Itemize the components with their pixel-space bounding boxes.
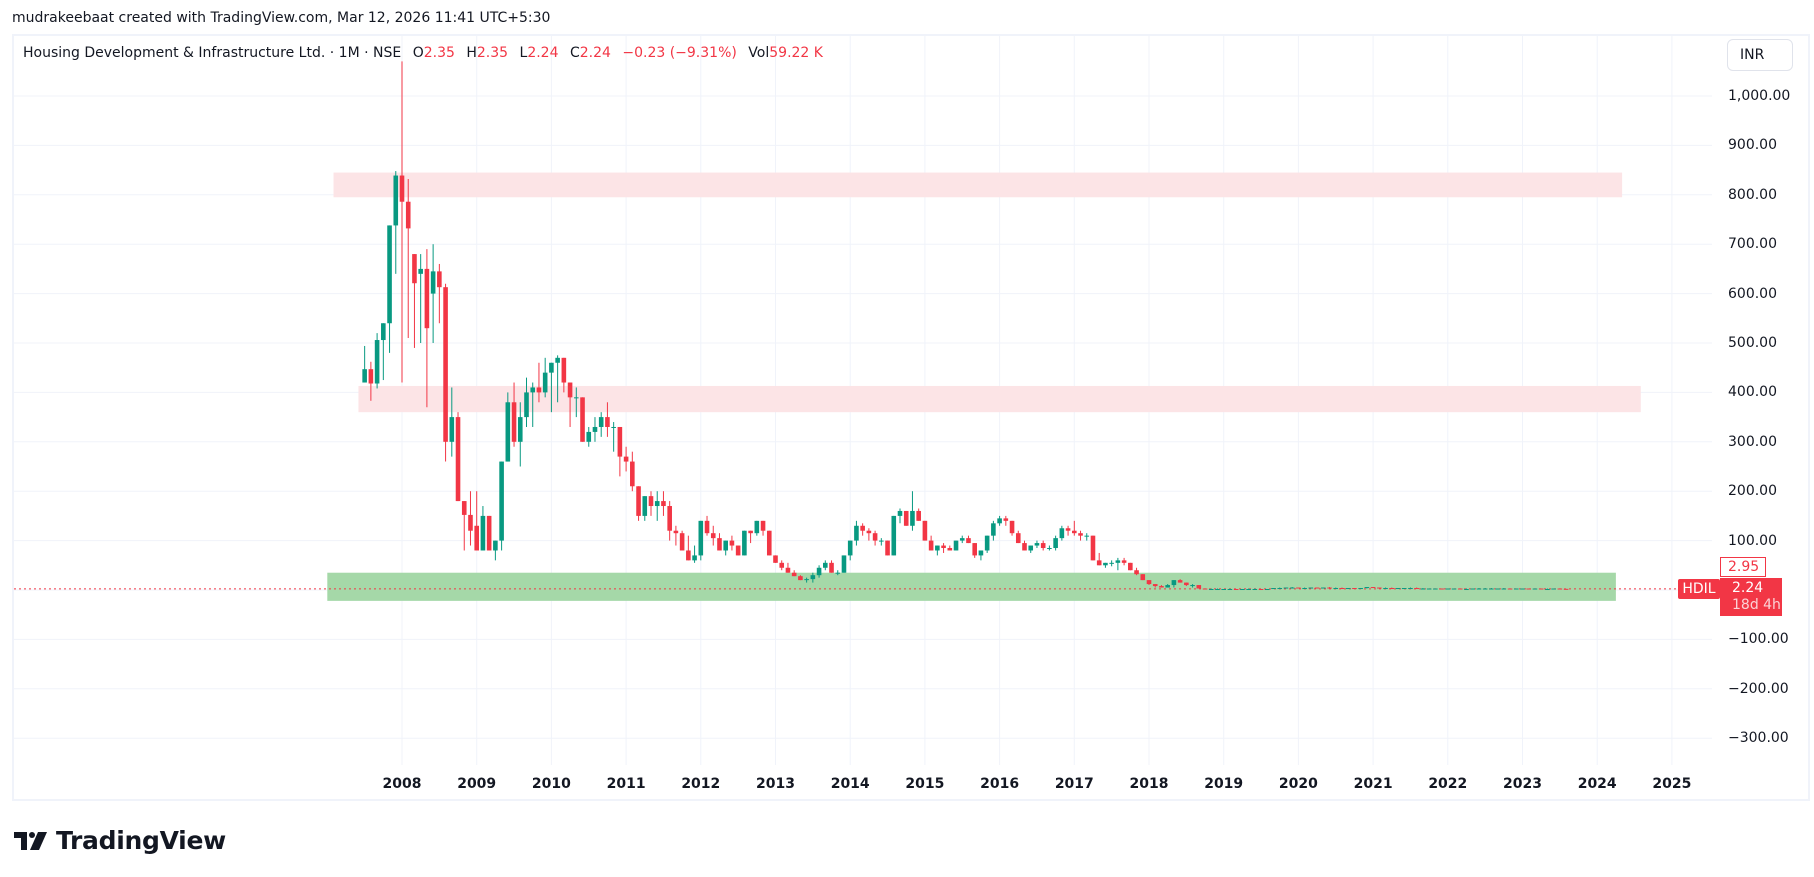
high-label: H	[466, 45, 477, 61]
prev-close-tag: 2.95	[1720, 557, 1766, 577]
price-axis-label: 200.00	[1728, 483, 1777, 500]
resistance-upper-zone[interactable]	[333, 172, 1623, 198]
symbol-name[interactable]: Housing Development & Infrastructure Ltd…	[23, 45, 326, 61]
price-axis-label: 1,000.00	[1728, 88, 1791, 104]
currency-button[interactable]: INR	[1727, 39, 1793, 71]
time-axis-label: 2011	[606, 776, 646, 792]
close-value: 2.24	[579, 45, 611, 61]
exchange: NSE	[373, 45, 402, 61]
high-value: 2.35	[476, 45, 509, 61]
support-zone[interactable]	[327, 572, 1616, 601]
chart-frame	[12, 34, 1810, 801]
change-value: −0.23 (−9.31%)	[622, 45, 737, 61]
time-axis-label: 2025	[1652, 776, 1692, 792]
price-axis-label: 500.00	[1728, 335, 1777, 351]
price-axis-label: 100.00	[1728, 532, 1777, 549]
price-axis-label: 400.00	[1728, 384, 1777, 401]
logo-text: TradingView	[56, 826, 226, 855]
price-axis-label: −200.00	[1728, 680, 1789, 697]
price-axis-label: 600.00	[1728, 285, 1777, 302]
time-axis-label: 2013	[756, 776, 795, 792]
time-axis-label: 2021	[1353, 776, 1393, 792]
attribution-text: mudrakeebaat created with TradingView.co…	[12, 10, 551, 26]
time-axis-label: 2017	[1054, 776, 1094, 792]
bar-countdown: 18d 4h	[1732, 597, 1781, 613]
close-label: C	[569, 45, 580, 61]
time-axis-label: 2018	[1129, 776, 1169, 792]
tradingview-logo[interactable]: TradingView	[14, 826, 226, 855]
time-axis-label: 2020	[1278, 776, 1318, 792]
resistance-lower-zone[interactable]	[358, 385, 1641, 413]
time-axis-label: 2016	[980, 776, 1020, 792]
price-axis-label: 300.00	[1728, 433, 1777, 450]
time-axis-label: 2010	[531, 776, 571, 792]
time-axis-label: 2008	[382, 776, 422, 792]
time-axis-label: 2015	[905, 776, 945, 792]
price-axis-label: −300.00	[1728, 730, 1789, 747]
time-axis-label: 2009	[457, 776, 497, 792]
last-price-tag: 2.24 18d 4h	[1720, 578, 1782, 616]
low-label: L	[519, 45, 528, 61]
price-axis-label: 900.00	[1728, 137, 1777, 154]
volume-value: 59.22 K	[769, 45, 823, 61]
price-axis-label: −100.00	[1728, 631, 1789, 648]
volume-label: Vol	[748, 45, 770, 61]
time-axis-label: 2022	[1428, 776, 1468, 792]
open-value: 2.35	[423, 45, 455, 61]
ticker-price-tag: HDIL	[1678, 579, 1720, 599]
time-axis-label: 2014	[830, 776, 870, 792]
time-axis-label: 2024	[1577, 776, 1617, 792]
price-axis-label: 700.00	[1728, 236, 1777, 253]
time-axis-label: 2012	[681, 776, 721, 792]
open-label: O	[412, 45, 424, 61]
time-axis-label: 2023	[1503, 776, 1542, 792]
time-axis-label: 2019	[1204, 776, 1244, 792]
interval: 1M	[338, 45, 360, 61]
price-axis-label: 800.00	[1728, 186, 1777, 203]
symbol-legend: Housing Development & Infrastructure Ltd…	[23, 45, 823, 61]
tradingview-logo-icon	[14, 831, 47, 850]
last-price-value: 2.24	[1732, 580, 1764, 596]
low-value: 2.24	[527, 45, 559, 61]
